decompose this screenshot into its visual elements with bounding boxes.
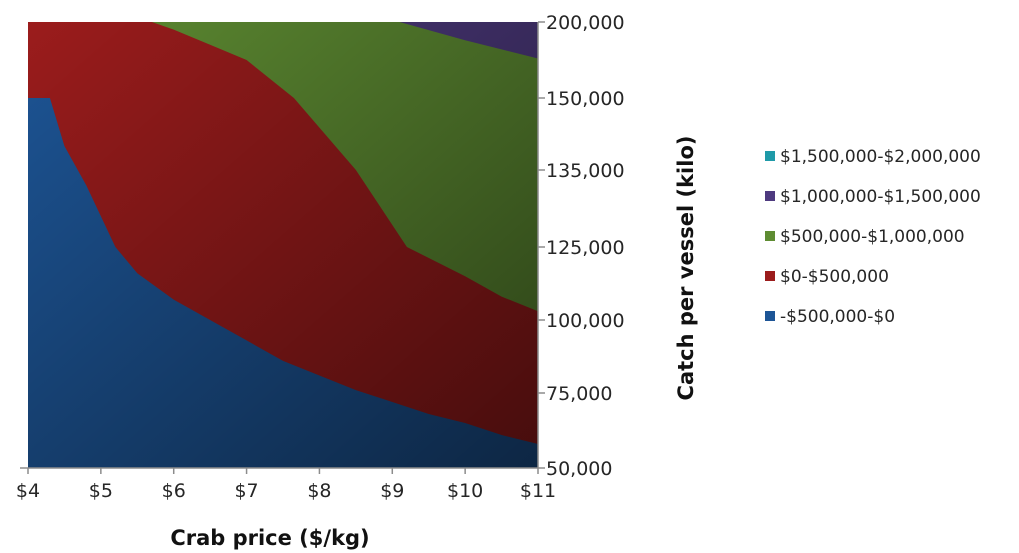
y-tick-label: 75,000: [546, 383, 612, 405]
y-tick-label: 135,000: [546, 160, 625, 182]
legend-label: $1,000,000-$1,500,000: [780, 187, 981, 207]
y-tick-label: 125,000: [546, 237, 625, 259]
x-tick-label: $9: [380, 480, 404, 502]
legend-swatch: [765, 271, 775, 281]
legend-label: -$500,000-$0: [780, 307, 895, 327]
y-tick-label: 50,000: [546, 458, 612, 480]
legend-label: $500,000-$1,000,000: [780, 227, 965, 247]
x-tick-label: $7: [234, 480, 258, 502]
legend-label: $0-$500,000: [780, 267, 889, 287]
legend: $1,500,000-$2,000,000 $1,000,000-$1,500,0…: [765, 147, 981, 327]
x-tick-label: $4: [16, 480, 40, 502]
legend-swatch: [765, 151, 775, 161]
x-tick-label: $5: [89, 480, 113, 502]
legend-swatch: [765, 311, 775, 321]
x-tick-label: $11: [520, 480, 556, 502]
y-tick-label: 100,000: [546, 310, 625, 332]
x-axis-title: Crab price ($/kg): [170, 526, 369, 550]
legend-swatch: [765, 231, 775, 241]
x-tick-label: $8: [307, 480, 331, 502]
x-tick-label: $10: [447, 480, 483, 502]
legend-swatch: [765, 191, 775, 201]
y-tick-label: 150,000: [546, 88, 625, 110]
plot-shading: [28, 22, 538, 468]
y-axis-title: Catch per vessel (kilo): [674, 136, 698, 401]
legend-label: $1,500,000-$2,000,000: [780, 147, 981, 167]
y-tick-label: 200,000: [546, 12, 625, 34]
x-tick-label: $6: [162, 480, 186, 502]
